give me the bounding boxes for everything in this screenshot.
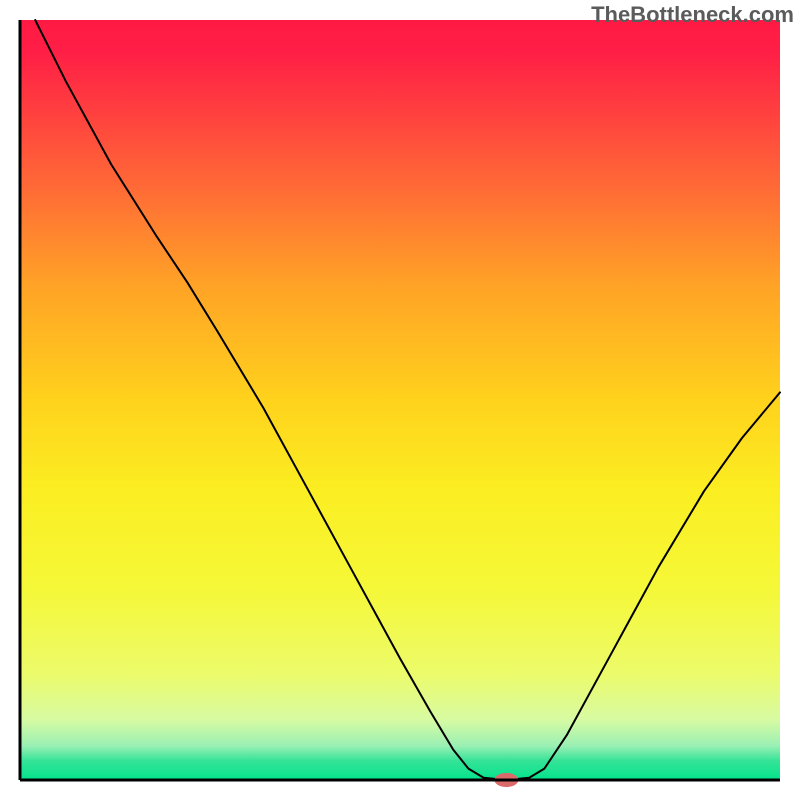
plot-background (20, 20, 780, 780)
chart-container: TheBottleneck.com (0, 0, 800, 800)
bottleneck-chart (0, 0, 800, 800)
watermark-text: TheBottleneck.com (591, 2, 794, 28)
